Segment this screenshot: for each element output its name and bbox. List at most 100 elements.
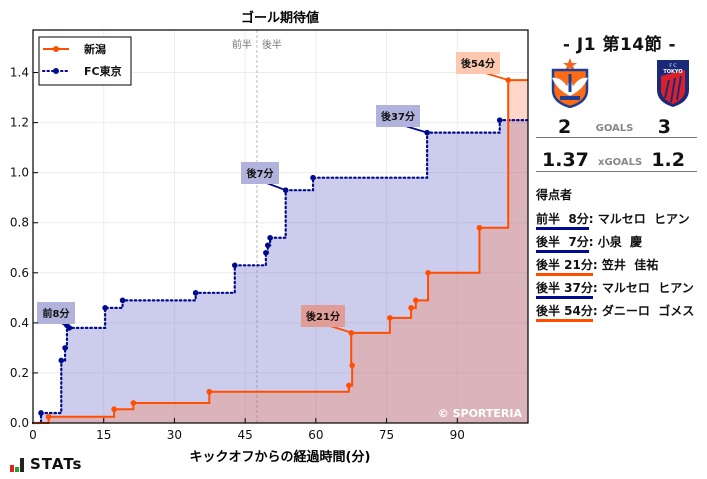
annotation-box: [376, 105, 420, 127]
data-point: [231, 262, 238, 269]
away-goals: 3: [657, 116, 671, 138]
x-tick-label: 30: [167, 428, 182, 442]
watermark: © SPORTERIA: [438, 407, 523, 420]
scorers-title: 得点者: [536, 188, 573, 202]
data-point: [424, 129, 430, 136]
y-tick-label: 1.4: [10, 66, 29, 80]
goal-time: 後半 21分: [536, 258, 593, 276]
scorer-row: 前半 8分: マルセロ ヒアン: [536, 210, 690, 230]
chart-title: ゴール期待値: [241, 10, 319, 26]
annotation-label: 後37分: [381, 110, 415, 123]
bar-chart-icon: [10, 458, 24, 472]
legend-label: 新潟: [84, 42, 106, 56]
legend-box: [38, 36, 132, 86]
annotation-label: 後21分: [306, 310, 340, 323]
data-point: [476, 224, 483, 231]
y-tick-label: 0.8: [10, 216, 29, 230]
data-point: [206, 388, 213, 395]
data-point: [346, 382, 352, 389]
data-point: [111, 406, 117, 413]
data-point: [192, 290, 199, 296]
goals-label: GOALS: [595, 123, 634, 134]
scorer-name: : マルセロ ヒアン: [588, 212, 690, 226]
data-point: [38, 410, 44, 416]
annotation-box: [301, 305, 345, 327]
data-point: [263, 249, 269, 256]
area-fill-niigata: [33, 80, 528, 424]
y-tick-label: 0.6: [10, 266, 29, 280]
legend-marker: [53, 46, 59, 52]
data-point: [408, 305, 414, 311]
x-tick-label: 90: [450, 428, 465, 442]
data-point: [349, 362, 355, 369]
y-tick-label: 1.2: [10, 116, 29, 130]
goal-time: 後半 37分: [536, 281, 593, 299]
home-goals: 2: [558, 116, 572, 138]
y-tick-label: 0.4: [10, 316, 29, 330]
grid: 前半 後半: [32, 30, 528, 424]
scorer-name: : マルセロ ヒアン: [592, 281, 694, 295]
y-tick-label: 1.0: [10, 166, 29, 180]
data-point: [45, 413, 52, 420]
data-point: [413, 297, 419, 304]
scorer-row: 後半 54分: ダニーロ ゴメス: [536, 302, 694, 322]
annotation-box: [37, 302, 75, 324]
goal-time: 後半 54分: [536, 304, 593, 322]
series-line-niigata: [33, 79, 528, 424]
goals-row: 2 GOALS 3: [536, 115, 697, 138]
y-tick-label: 0.2: [10, 366, 29, 380]
home-xg: 1.37: [542, 149, 589, 171]
albirex-niigata-crest-icon: [551, 58, 589, 108]
scorer-name: : ダニーロ ゴメス: [592, 304, 695, 318]
x-tick-label: 0: [29, 428, 37, 442]
data-point: [267, 234, 273, 241]
data-point: [496, 117, 503, 123]
data-point: [425, 270, 431, 276]
series-line-fc-tokyo: [31, 119, 530, 425]
data-point: [62, 345, 68, 351]
scorer-name: : 小泉 慶: [588, 235, 643, 249]
scorer-name: : 笠井 佳祐: [592, 258, 659, 272]
annotation-label: 後54分: [461, 57, 495, 70]
goal-time: 前半 8分: [536, 212, 589, 230]
second-half-label: 後半: [262, 38, 282, 51]
annotation-label: 後7分: [247, 167, 274, 180]
data-point: [102, 305, 108, 311]
xg-label: xGOALS: [598, 157, 643, 168]
annotation-label: 前8分: [43, 307, 70, 320]
data-point: [387, 315, 393, 321]
brand-name: STATs: [30, 455, 83, 473]
data-point: [310, 174, 316, 181]
data-point: [130, 400, 137, 406]
area-fills: [33, 80, 528, 424]
legend-marker: [53, 68, 59, 74]
xg-row: 1.37 xGOALS 1.2: [536, 147, 697, 172]
x-tick-label: 45: [238, 428, 253, 442]
x-tick-label: 75: [379, 428, 394, 442]
series-lines: [31, 77, 530, 425]
legend-label: FC東京: [84, 64, 122, 78]
x-tick-label: 60: [308, 428, 323, 442]
area-fill-fc-tokyo: [33, 120, 528, 423]
away-xg: 1.2: [651, 149, 685, 171]
annotation-box: [456, 52, 500, 74]
scorer-row: 後半 37分: マルセロ ヒアン: [536, 279, 694, 299]
matchday-title: - J1 第14節 -: [562, 35, 677, 55]
axes: 0 15 30 45 60 75 90 0.0 0.2 0.4 0.6 0.8 1.0 1.2 1.4 © S…: [10, 29, 529, 442]
first-half-label: 前半: [232, 38, 252, 51]
svg-text:TOKYO: TOKYO: [663, 69, 682, 75]
x-axis-label: キックオフからの経過時間(分): [190, 449, 371, 465]
scorer-row: 後半 21分: 笠井 佳祐: [536, 256, 658, 276]
data-point: [119, 297, 126, 304]
svg-text:F C: F C: [669, 63, 676, 69]
goal-time: 後半 7分: [536, 235, 589, 253]
data-point: [264, 242, 271, 249]
annotation-box: [241, 162, 279, 184]
plot-area: [33, 30, 528, 423]
data-point: [58, 357, 65, 364]
scorer-row: 後半 7分: 小泉 慶: [536, 233, 642, 253]
legend: 新潟 FC東京: [38, 36, 132, 86]
y-tick-label: 0.0: [10, 416, 29, 430]
